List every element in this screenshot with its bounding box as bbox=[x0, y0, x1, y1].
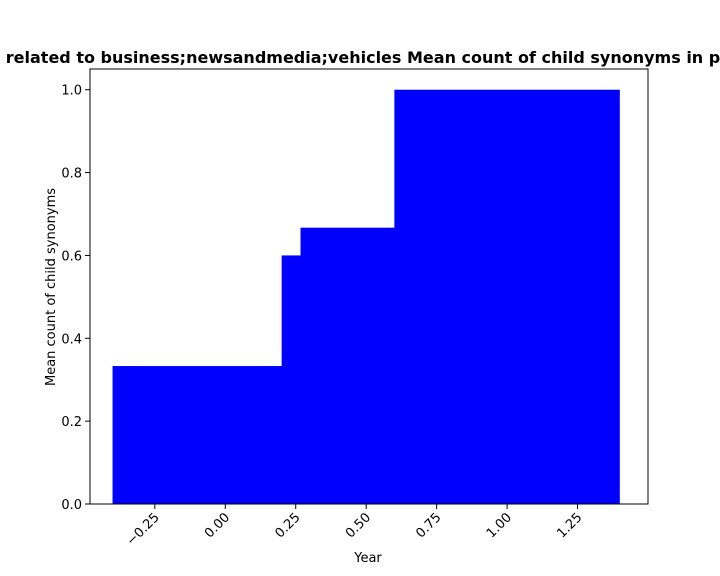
x-tick-label: 1.00 bbox=[484, 510, 515, 541]
x-tick-label: 0.50 bbox=[343, 510, 374, 541]
x-axis-ticks: −0.25 0.00 0.25 0.50 0.75 1.00 1.25 bbox=[124, 504, 585, 549]
y-tick-label: 1.0 bbox=[61, 84, 82, 99]
x-tick-label: −0.25 bbox=[124, 510, 163, 549]
y-tick-label: 0.0 bbox=[61, 498, 82, 513]
y-tick-label: 0.2 bbox=[61, 415, 82, 430]
y-tick-label: 0.4 bbox=[61, 332, 82, 347]
plot-frame bbox=[89, 68, 649, 505]
y-tick-label: 0.6 bbox=[61, 249, 82, 264]
bar-3 bbox=[394, 89, 620, 504]
y-tick-label: 0.8 bbox=[61, 167, 82, 182]
x-tick-label: 1.25 bbox=[554, 510, 585, 541]
y-axis-ticks: 0.0 0.2 0.4 0.6 0.8 1.0 bbox=[61, 84, 90, 513]
bars-group bbox=[112, 89, 620, 504]
x-tick-label: 0.00 bbox=[202, 510, 233, 541]
chart-title: related to business;newsandmedia;vehicle… bbox=[6, 48, 720, 67]
x-tick-label: 0.25 bbox=[272, 510, 303, 541]
y-axis-label: Mean count of child synonyms bbox=[44, 188, 59, 386]
x-tick-label: 0.75 bbox=[413, 510, 444, 541]
x-axis-label: Year bbox=[353, 551, 382, 566]
